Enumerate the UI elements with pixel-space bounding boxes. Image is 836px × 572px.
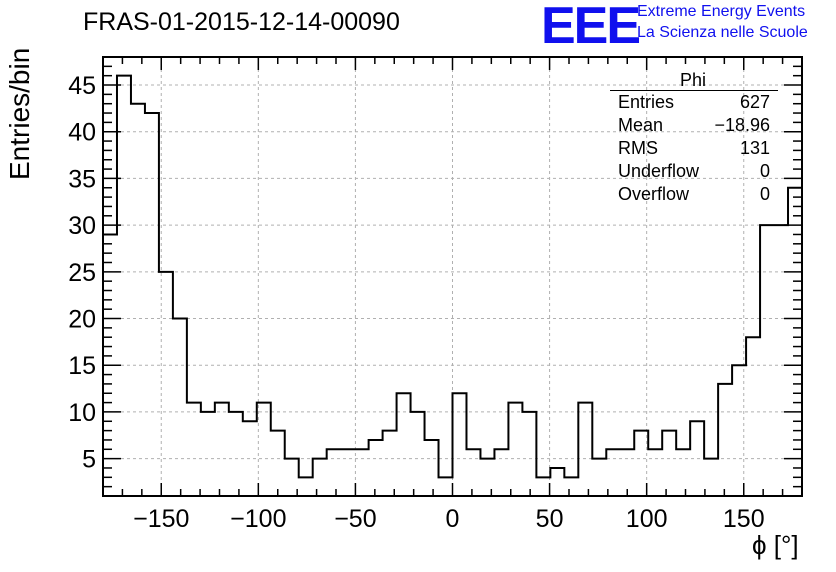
- y-tick-label: 45: [68, 72, 96, 100]
- y-tick-label: 20: [68, 306, 96, 334]
- histogram-bin: [397, 393, 411, 496]
- stats-value: −18.96: [714, 115, 770, 135]
- x-tick-label: −50: [334, 505, 376, 533]
- stats-label: Mean: [618, 115, 664, 135]
- y-tick-labels: 5 10 15 20 25 30 35 40 45: [68, 72, 96, 474]
- histogram-bin: [425, 440, 439, 496]
- histogram-bin: [355, 449, 369, 496]
- histogram-bin: [117, 76, 131, 496]
- y-tick-label: 30: [68, 212, 96, 240]
- histogram-bin: [648, 449, 662, 496]
- histogram-bin: [592, 459, 606, 496]
- histogram-bin: [578, 403, 592, 496]
- stats-label: RMS: [618, 138, 658, 158]
- chart-title: FRAS-01-2015-12-14-00090: [83, 8, 400, 36]
- histogram-bin: [229, 412, 243, 496]
- histogram-bin: [732, 365, 746, 496]
- histogram-bin: [187, 403, 201, 496]
- stats-value: 0: [759, 184, 770, 204]
- y-tick-label: 10: [68, 399, 96, 427]
- stats-label: Underflow: [618, 161, 700, 181]
- histogram-bin: [159, 272, 173, 496]
- histogram-bin: [299, 477, 313, 496]
- histogram-bin: [466, 449, 480, 496]
- histogram-bin: [369, 440, 383, 496]
- histogram-bin: [271, 431, 285, 496]
- histogram-bin: [327, 449, 341, 496]
- x-tick-labels: −150 −100 −50 0 50 100 150: [133, 505, 765, 533]
- axis-ticks: [102, 56, 803, 497]
- histogram-bin: [620, 449, 634, 496]
- stats-value: 0: [759, 161, 770, 181]
- histogram-bin: [480, 459, 494, 496]
- histogram-bin: [257, 403, 271, 496]
- x-axis-label: ϕ [°]: [752, 530, 799, 560]
- x-tick-label: 50: [536, 505, 564, 533]
- stats-row-overflow: Overflow 0: [608, 183, 778, 206]
- histogram-bin: [453, 393, 467, 496]
- histogram-bin: [215, 403, 229, 496]
- stats-row-mean: Mean −18.96: [608, 114, 778, 137]
- histogram-bin: [746, 337, 760, 496]
- x-tick-label: −100: [230, 505, 286, 533]
- histogram-bin: [341, 449, 355, 496]
- stats-title: Phi: [679, 70, 706, 90]
- histogram-bin: [243, 421, 257, 496]
- histogram-bin: [313, 459, 327, 496]
- stats-row-underflow: Underflow 0: [608, 160, 778, 183]
- y-tick-label: 15: [68, 352, 96, 380]
- stats-row-rms: RMS 131: [608, 137, 778, 160]
- y-tick-label: 40: [68, 119, 96, 147]
- eee-logo: EEE: [541, 0, 641, 55]
- x-tick-label: 150: [723, 505, 765, 533]
- histogram-bin: [508, 403, 522, 496]
- x-tick-label: −150: [133, 505, 189, 533]
- histogram-bin: [439, 477, 453, 496]
- histogram-bin: [131, 104, 145, 496]
- histogram-bin: [606, 449, 620, 496]
- grid: [103, 57, 802, 496]
- y-tick-label: 25: [68, 259, 96, 287]
- histogram-bin: [564, 477, 578, 496]
- histogram-bin: [676, 449, 690, 496]
- histogram-bin: [383, 431, 397, 496]
- histogram-bin: [718, 384, 732, 496]
- histogram-bin: [760, 225, 774, 496]
- stats-divider: [610, 90, 778, 91]
- stats-row-entries: Entries 627: [608, 91, 778, 114]
- histogram-bin: [704, 459, 718, 496]
- stats-value: 131: [739, 138, 770, 158]
- histogram-bin: [550, 468, 564, 496]
- histogram-bin: [662, 431, 676, 496]
- histogram-bin: [411, 412, 425, 496]
- histogram-bin: [522, 412, 536, 496]
- y-axis-label: Entries/bin: [4, 47, 35, 180]
- histogram-bin: [201, 412, 215, 496]
- stats-box: Phi Entries 627 Mean −18.96 RMS 131 Unde…: [608, 70, 778, 206]
- y-tick-label: 35: [68, 165, 96, 193]
- y-tick-label: 5: [82, 446, 96, 474]
- histogram-bin: [536, 477, 550, 496]
- histogram-bin: [690, 421, 704, 496]
- stats-value: 627: [739, 92, 770, 112]
- histogram-bin: [494, 449, 508, 496]
- histogram-bin: [145, 113, 159, 496]
- x-tick-label: 100: [626, 505, 668, 533]
- histogram-bin: [774, 225, 788, 496]
- histogram-bin: [173, 319, 187, 496]
- logo-line-1: Extreme Energy Events: [637, 3, 806, 20]
- x-tick-label: 0: [446, 505, 460, 533]
- logo-line-2: La Scienza nelle Scuole: [637, 24, 808, 41]
- stats-label: Overflow: [618, 184, 690, 204]
- stats-label: Entries: [618, 92, 675, 112]
- histogram-step-line: [102, 74, 803, 496]
